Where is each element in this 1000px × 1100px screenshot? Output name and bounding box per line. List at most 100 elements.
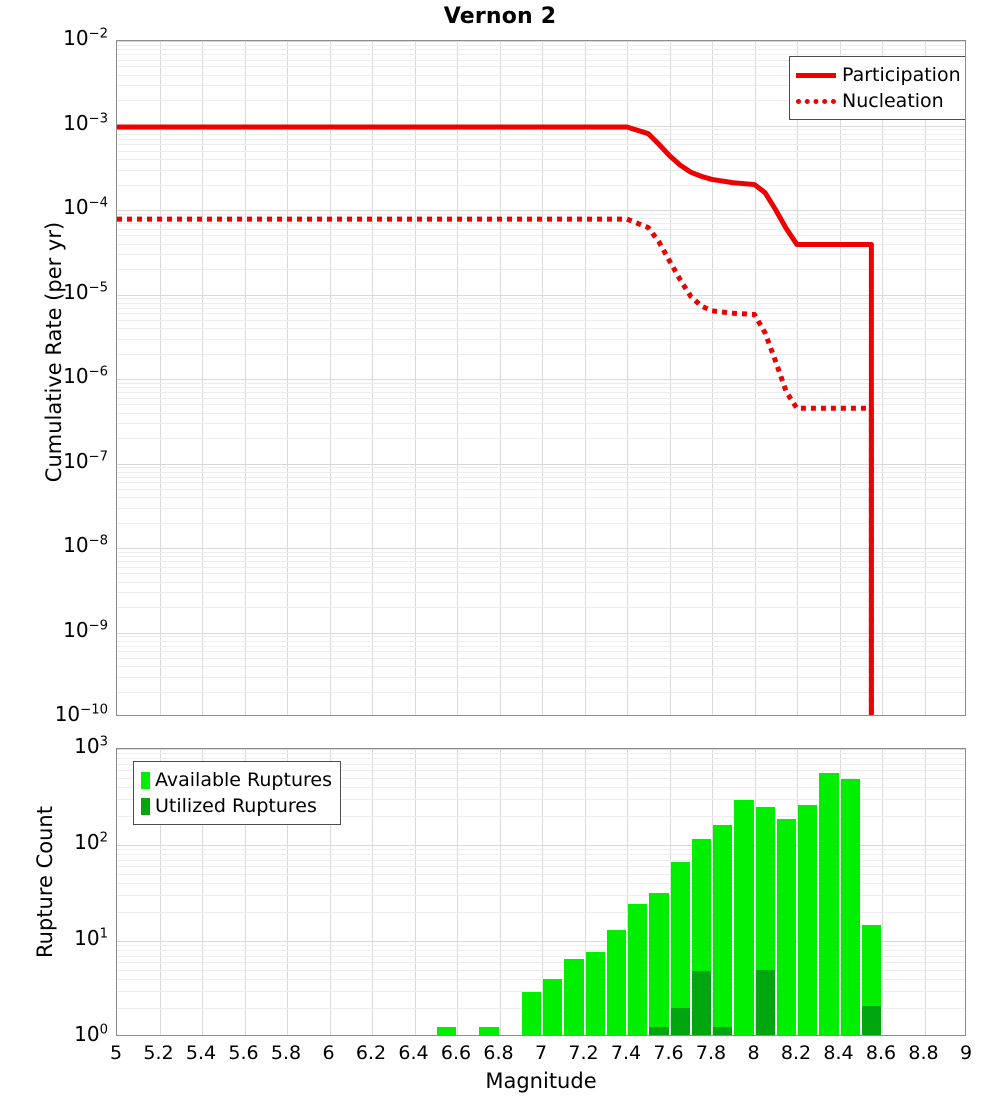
gridline-horizontal xyxy=(117,295,965,296)
gridline-horizontal xyxy=(117,677,965,678)
gridline-horizontal xyxy=(117,354,965,355)
x-axis-tick-label: 8.8 xyxy=(908,1042,939,1064)
gridline-horizontal xyxy=(117,151,965,152)
gridline-horizontal xyxy=(117,633,965,634)
gridline-vertical xyxy=(924,749,926,1035)
x-axis-tick-label: 7 xyxy=(534,1042,548,1064)
rupture-count-plot: Available Ruptures Utilized Ruptures xyxy=(116,748,966,1036)
gridline-horizontal xyxy=(117,816,965,817)
gridline-horizontal xyxy=(117,41,965,42)
gridline-horizontal xyxy=(117,144,965,145)
gridline-horizontal xyxy=(117,139,965,140)
y-axis-tick-label: 10−6 xyxy=(63,364,108,388)
legend-item-participation[interactable]: Participation xyxy=(796,62,961,88)
gridline-horizontal xyxy=(117,413,965,414)
y-axis-tick-label: 10−9 xyxy=(63,617,108,642)
gridline-horizontal xyxy=(117,1008,965,1009)
x-axis-tick-label: 8.2 xyxy=(780,1042,812,1064)
x-axis-tick-label: 5.8 xyxy=(270,1042,302,1064)
gridline-horizontal xyxy=(117,159,965,160)
gridline-vertical xyxy=(372,41,373,715)
legend-top: Participation Nucleation xyxy=(789,56,965,120)
gridline-horizontal xyxy=(117,799,965,800)
gridline-horizontal xyxy=(117,60,965,61)
gridline-horizontal xyxy=(117,464,965,465)
x-axis-tick-label: 6 xyxy=(322,1042,335,1064)
curve-nucleation xyxy=(117,216,874,715)
gridline-horizontal xyxy=(117,404,965,405)
gridline-horizontal xyxy=(117,582,965,583)
gridline-horizontal xyxy=(117,185,965,186)
y-axis-tick-label: 10−7 xyxy=(63,448,108,473)
gridline-horizontal xyxy=(117,235,965,236)
legend-item-utilized-ruptures[interactable]: Utilized Ruptures xyxy=(140,793,332,819)
bar-available xyxy=(521,992,541,1035)
gridline-horizontal xyxy=(117,758,965,759)
gridline-horizontal xyxy=(117,339,965,340)
gridline-vertical xyxy=(244,749,246,1035)
bar-available xyxy=(585,951,605,1035)
gridline-vertical xyxy=(797,749,798,1035)
gridline-horizontal xyxy=(117,778,965,779)
gridline-vertical xyxy=(329,41,331,715)
gridline-horizontal xyxy=(117,970,965,971)
gridline-horizontal xyxy=(117,941,965,942)
legend-item-available-ruptures[interactable]: Available Ruptures xyxy=(140,767,332,793)
gridline-horizontal xyxy=(117,556,965,557)
gridline-horizontal xyxy=(117,641,965,642)
legend-item-nucleation[interactable]: Nucleation xyxy=(796,88,961,114)
gridline-horizontal xyxy=(117,561,965,562)
gridline-horizontal xyxy=(117,308,965,309)
bottom-y-axis-label: Rupture Count xyxy=(33,806,57,958)
utilized-ruptures-swatch-icon xyxy=(141,797,150,815)
gridline-horizontal xyxy=(117,45,965,46)
gridline-horizontal xyxy=(117,956,965,957)
gridline-vertical xyxy=(499,749,501,1035)
gridline-vertical xyxy=(712,41,713,715)
x-axis-label: Magnitude xyxy=(485,1069,597,1093)
gridline-horizontal xyxy=(117,854,965,855)
gridline-horizontal xyxy=(117,592,965,593)
bar-utilized xyxy=(755,970,775,1035)
gridline-horizontal xyxy=(117,991,965,992)
x-axis-tick-label: 8 xyxy=(747,1042,760,1064)
gridline-horizontal xyxy=(117,950,965,951)
gridline-horizontal xyxy=(117,254,965,255)
bar-available xyxy=(543,979,563,1035)
gridline-horizontal xyxy=(117,845,965,846)
gridline-horizontal xyxy=(117,573,965,574)
gridline-horizontal xyxy=(117,651,965,652)
gridline-vertical xyxy=(287,41,288,715)
gridline-horizontal xyxy=(117,467,965,468)
y-axis-tick-label: 10−4 xyxy=(63,195,108,219)
page-title: Vernon 2 xyxy=(443,4,557,29)
gridline-horizontal xyxy=(117,912,965,913)
gridline-vertical xyxy=(627,41,628,715)
gridline-vertical xyxy=(882,749,883,1035)
gridline-vertical xyxy=(839,749,841,1035)
cumulative-rate-plot: Participation Nucleation xyxy=(116,40,966,716)
bar-utilized xyxy=(691,971,711,1035)
gridline-horizontal xyxy=(117,962,965,963)
gridline-horizontal xyxy=(117,666,965,667)
gridline-horizontal xyxy=(117,883,965,884)
gridline-horizontal xyxy=(117,244,965,245)
bar-available xyxy=(840,779,860,1035)
gridline-horizontal xyxy=(117,636,965,637)
gridline-horizontal xyxy=(117,214,965,215)
gridline-vertical xyxy=(839,41,841,715)
gridline-horizontal xyxy=(117,548,965,549)
bar-available xyxy=(734,800,754,1035)
gridline-horizontal xyxy=(117,472,965,473)
gridline-horizontal xyxy=(117,895,965,896)
gridline-horizontal xyxy=(117,646,965,647)
bar-available xyxy=(819,773,839,1035)
x-axis-tick-label: 9 xyxy=(959,1042,973,1064)
legend-label-utilized-ruptures: Utilized Ruptures xyxy=(155,795,317,817)
bar-available xyxy=(649,893,669,1035)
bar-available xyxy=(798,804,818,1035)
gridline-horizontal xyxy=(117,523,965,524)
gridline-horizontal xyxy=(117,398,965,399)
x-axis-tick-label: 5.2 xyxy=(143,1042,174,1064)
x-axis-tick-label: 5 xyxy=(109,1042,123,1064)
